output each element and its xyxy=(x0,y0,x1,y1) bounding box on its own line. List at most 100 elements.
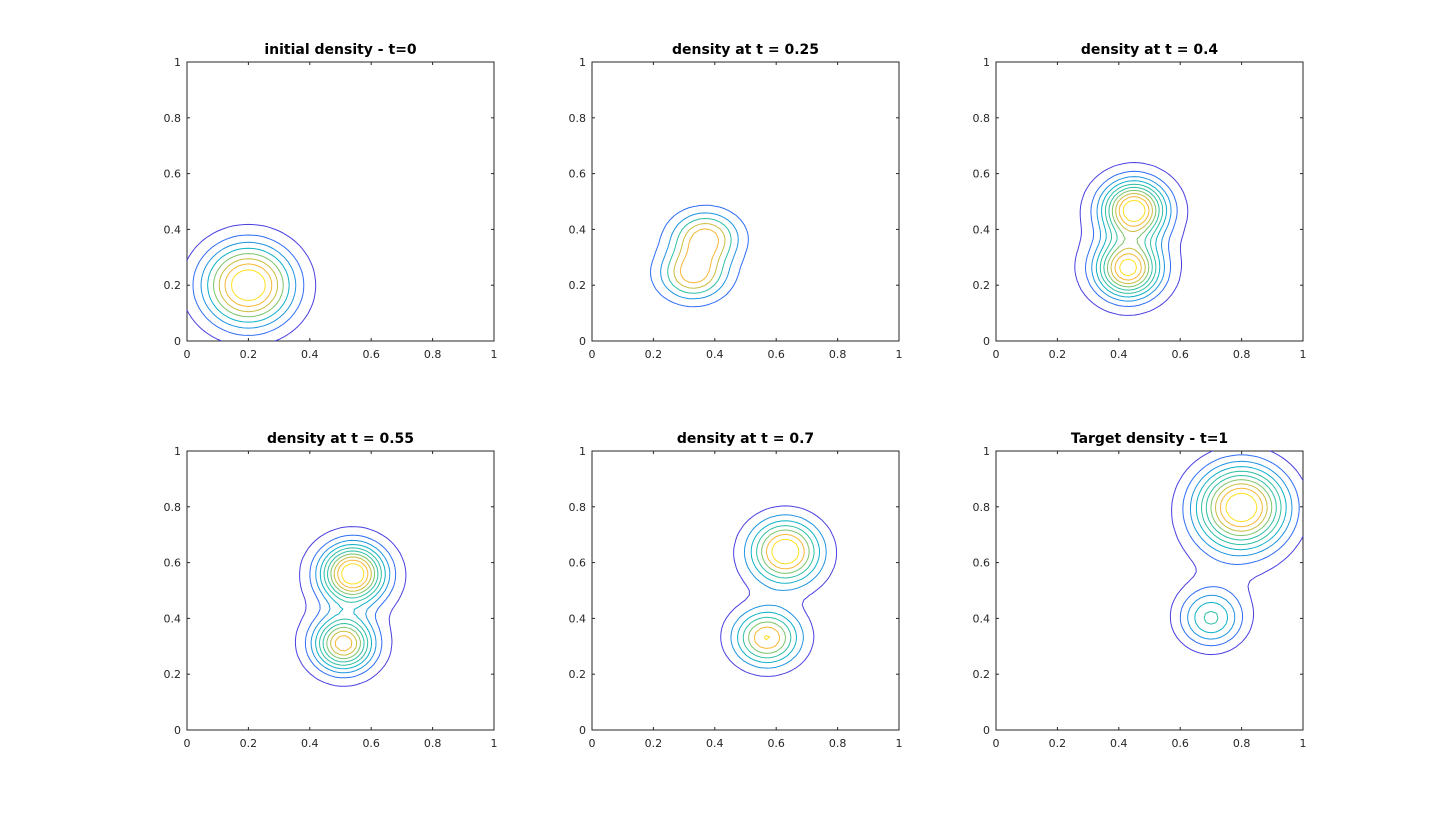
contour-level-6 xyxy=(1103,186,1160,291)
y-tick-label: 0.4 xyxy=(164,223,182,236)
subplot-density-t025: 0 0.2 0.4 0.6 0.8 1 0 0.2 0.4 0.6 0.8 1 density at … xyxy=(569,42,903,361)
y-tick-label: 1 xyxy=(579,56,586,69)
contour-level-1 xyxy=(1074,162,1189,316)
y-tick-label: 0 xyxy=(579,335,586,348)
contour-level-5 xyxy=(213,253,284,318)
y-tick-label: 0.2 xyxy=(569,668,587,681)
axis-ticks: 0 0.2 0.4 0.6 0.8 1 0 0.2 0.4 0.6 0.8 1 xyxy=(569,445,903,750)
y-tick-label: 0.6 xyxy=(569,168,587,181)
contour-level-4 xyxy=(315,544,386,670)
x-tick-label: 0.6 xyxy=(767,348,785,361)
contour-level-2 xyxy=(1179,454,1300,647)
x-tick-label: 0.8 xyxy=(424,737,442,750)
contour-level-2 xyxy=(660,212,739,300)
x-tick-label: 0.6 xyxy=(767,737,785,750)
y-tick-label: 1 xyxy=(174,56,181,69)
contour-level-3 xyxy=(1091,176,1172,302)
y-tick-label: 0.8 xyxy=(973,112,991,125)
contour-level-7 xyxy=(1106,189,1157,288)
axis-ticks: 0 0.2 0.4 0.6 0.8 1 0 0.2 0.4 0.6 0.8 1 xyxy=(164,445,498,750)
x-tick-label: 0 xyxy=(589,348,596,361)
x-tick-label: 0.6 xyxy=(362,737,380,750)
contour-level-1 xyxy=(1169,450,1304,656)
contour-level-10 xyxy=(341,563,365,585)
contour-level-1 xyxy=(650,204,749,308)
y-tick-label: 0.8 xyxy=(164,501,182,514)
y-tick-label: 0 xyxy=(174,724,181,737)
y-tick-label: 0.4 xyxy=(973,223,991,236)
subplot-title: initial density - t=0 xyxy=(264,42,417,58)
y-tick-label: 0.8 xyxy=(164,112,182,125)
subplot-density-t04: 0 0.2 0.4 0.6 0.8 1 0 0.2 0.4 0.6 0.8 1 density at … xyxy=(973,42,1307,361)
x-tick-label: 0 xyxy=(993,348,1000,361)
y-tick-label: 1 xyxy=(579,445,586,458)
y-tick-label: 0.4 xyxy=(164,612,182,625)
y-tick-label: 0.6 xyxy=(973,557,991,570)
x-tick-label: 0.8 xyxy=(829,737,847,750)
x-tick-label: 0.4 xyxy=(1110,737,1128,750)
contour-level-4 xyxy=(673,223,726,289)
subplot-title: density at t = 0.55 xyxy=(267,431,414,447)
contour-level-3 xyxy=(667,218,732,294)
contour-level-4 xyxy=(207,247,290,323)
contour-level-9 xyxy=(1114,196,1150,281)
x-tick-label: 0.6 xyxy=(1171,737,1189,750)
y-tick-label: 0.4 xyxy=(973,612,991,625)
x-tick-label: 1 xyxy=(491,737,498,750)
axis-ticks: 0 0.2 0.4 0.6 0.8 1 0 0.2 0.4 0.6 0.8 1 xyxy=(973,56,1307,361)
contour-level-4 xyxy=(1194,466,1287,634)
contour-level-5 xyxy=(1099,183,1164,294)
contour-level-3 xyxy=(1187,460,1293,640)
x-tick-label: 0.4 xyxy=(706,348,724,361)
x-tick-label: 1 xyxy=(896,348,903,361)
x-tick-label: 1 xyxy=(896,737,903,750)
axis-ticks: 0 0.2 0.4 0.6 0.8 1 0 0.2 0.4 0.6 0.8 1 xyxy=(973,445,1307,750)
contour-level-5 xyxy=(748,529,810,654)
contour-level-5 xyxy=(679,228,719,284)
x-tick-label: 0.2 xyxy=(1049,737,1067,750)
contour-lines xyxy=(720,505,838,677)
contour-lines xyxy=(1169,450,1304,656)
subplot-target-density: 0 0.2 0.4 0.6 0.8 1 0 0.2 0.4 0.6 0.8 1 Target dens… xyxy=(973,431,1307,750)
x-tick-label: 0 xyxy=(184,348,191,361)
x-tick-label: 1 xyxy=(1300,737,1307,750)
contour-level-6 xyxy=(753,533,805,649)
contour-level-1 xyxy=(186,223,317,342)
x-tick-label: 0.4 xyxy=(706,737,724,750)
x-tick-label: 0.8 xyxy=(1233,348,1251,361)
contour-level-3 xyxy=(310,539,391,674)
contour-level-4 xyxy=(742,525,815,659)
x-tick-label: 0.6 xyxy=(362,348,380,361)
y-tick-label: 0.6 xyxy=(973,168,991,181)
contour-level-7 xyxy=(763,538,800,641)
contour-level-8 xyxy=(330,556,372,656)
y-tick-label: 0 xyxy=(174,335,181,348)
contour-level-3 xyxy=(737,520,820,664)
y-tick-label: 0.6 xyxy=(164,557,182,570)
contour-level-2 xyxy=(304,534,397,679)
x-tick-label: 0.2 xyxy=(240,737,258,750)
y-tick-label: 1 xyxy=(983,56,990,69)
contour-level-10 xyxy=(1119,199,1146,277)
contour-level-1 xyxy=(294,526,407,687)
contour-level-8 xyxy=(1215,483,1268,532)
x-tick-label: 0 xyxy=(184,737,191,750)
contour-level-3 xyxy=(200,241,297,329)
subplot-density-t07: 0 0.2 0.4 0.6 0.8 1 0 0.2 0.4 0.6 0.8 1 density at … xyxy=(569,431,903,750)
contour-level-4 xyxy=(1095,180,1168,298)
contour-lines xyxy=(186,223,317,342)
axes-frame xyxy=(995,450,1304,731)
subplot-title: density at t = 0.4 xyxy=(1081,42,1219,58)
x-tick-label: 0.4 xyxy=(301,737,319,750)
contour-level-9 xyxy=(1219,487,1263,528)
contour-level-7 xyxy=(224,263,273,307)
y-tick-label: 0.2 xyxy=(973,279,991,292)
axis-ticks: 0 0.2 0.4 0.6 0.8 1 0 0.2 0.4 0.6 0.8 1 xyxy=(569,56,903,361)
subplot-initial-density: 0 0.2 0.4 0.6 0.8 1 0 0.2 0.4 0.6 0.8 1 initial den… xyxy=(164,42,498,361)
y-tick-label: 1 xyxy=(174,445,181,458)
x-tick-label: 0 xyxy=(993,737,1000,750)
contour-level-5 xyxy=(319,547,382,666)
x-tick-label: 0.6 xyxy=(1171,348,1189,361)
contour-level-2 xyxy=(1085,170,1178,307)
y-tick-label: 0.4 xyxy=(569,223,587,236)
